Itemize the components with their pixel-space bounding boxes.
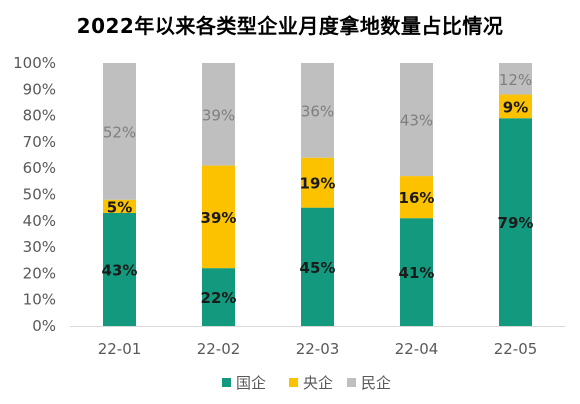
bar-segment — [301, 157, 334, 208]
y-tick-label: 50% — [23, 186, 56, 204]
x-tick-label: 22-02 — [197, 340, 241, 358]
data-label: 39% — [202, 106, 235, 124]
legend-swatch — [289, 378, 298, 387]
x-tick-label: 22-01 — [98, 340, 142, 358]
bar-segment — [202, 63, 235, 166]
data-label: 22% — [201, 289, 237, 307]
bar-segment — [400, 218, 433, 326]
data-label: 43% — [400, 112, 433, 130]
legend-swatch — [222, 378, 231, 387]
data-label: 43% — [102, 261, 138, 279]
data-label: 36% — [301, 102, 334, 120]
y-tick-label: 20% — [23, 264, 56, 282]
bar-segment — [103, 63, 136, 200]
data-label: 39% — [201, 209, 237, 227]
bar-segment — [301, 63, 334, 158]
bar-segment — [499, 94, 532, 119]
bar-segment — [103, 199, 136, 213]
data-label: 45% — [300, 259, 336, 277]
y-tick-label: 100% — [13, 54, 56, 72]
y-tick-label: 30% — [23, 238, 56, 256]
data-label: 19% — [300, 175, 336, 193]
bar-segment — [103, 212, 136, 326]
bar-segment — [499, 118, 532, 326]
legend-label: 央企 — [303, 374, 333, 392]
data-label: 41% — [399, 264, 435, 282]
x-tick-label: 22-04 — [395, 340, 439, 358]
data-label: 79% — [498, 214, 534, 232]
y-tick-label: 60% — [23, 159, 56, 177]
data-label: 9% — [503, 98, 528, 116]
y-tick-label: 70% — [23, 133, 56, 151]
y-axis: 0% 10% 20% 30% 40% 50% 60% 70% 80% 90% 100% — [13, 54, 56, 335]
bar-segment — [202, 165, 235, 269]
y-tick-label: 0% — [32, 317, 56, 335]
chart-title: 2022年以来各类型企业月度拿地数量占比情况 — [76, 14, 504, 38]
bar-segment — [202, 268, 235, 326]
x-axis: 22-01 22-02 22-03 22-04 22-05 — [70, 326, 565, 358]
data-label: 5% — [107, 198, 132, 216]
x-tick-label: 22-05 — [494, 340, 538, 358]
bar-segment — [301, 207, 334, 326]
y-tick-label: 10% — [23, 291, 56, 309]
y-tick-label: 90% — [23, 80, 56, 98]
legend-label: 民企 — [361, 374, 391, 392]
legend-swatch — [347, 378, 356, 387]
legend: 国企 央企 民企 — [222, 374, 391, 392]
legend-label: 国企 — [236, 374, 266, 392]
bar-segment — [499, 63, 532, 95]
bar-segment — [400, 63, 433, 177]
y-tick-label: 40% — [23, 212, 56, 230]
data-label: 52% — [103, 123, 136, 141]
bar-segment — [400, 176, 433, 219]
y-tick-label: 80% — [23, 107, 56, 125]
data-label: 12% — [499, 71, 532, 89]
x-tick-label: 22-03 — [296, 340, 340, 358]
bars-group: 43% 5% 52% 22% 39% 39% 45% 19% 36% 41% 16% 43% 79% 9%… — [102, 63, 534, 326]
data-label: 16% — [399, 189, 435, 207]
